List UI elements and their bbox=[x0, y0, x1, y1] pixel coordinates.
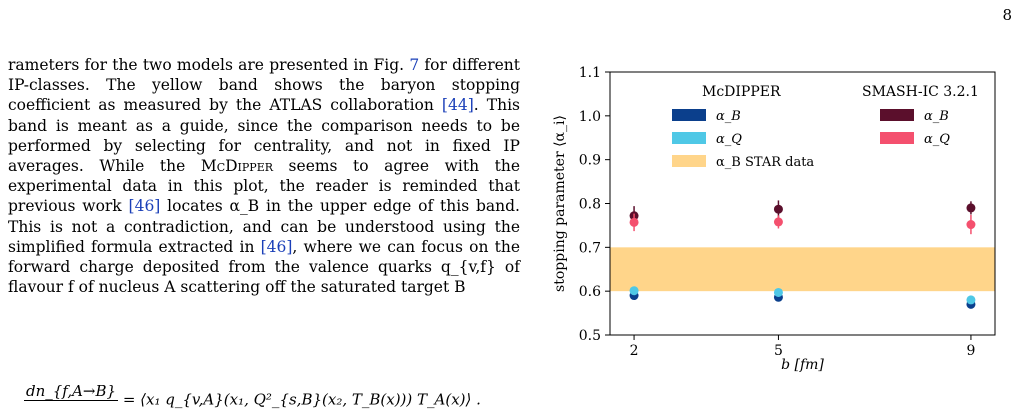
data-point bbox=[966, 295, 976, 305]
y-axis-title: stopping parameter ⟨α_i⟩ bbox=[552, 115, 568, 292]
star-data-band bbox=[610, 247, 995, 292]
legend-swatch bbox=[672, 109, 706, 121]
x-axis-title: b [fm] bbox=[781, 357, 824, 373]
data-point bbox=[966, 203, 976, 213]
text-run: locates α_B in the upper edge of this ba… bbox=[8, 197, 520, 256]
legend-swatch bbox=[672, 132, 706, 144]
x-tick-label: 5 bbox=[774, 343, 783, 359]
equation-denominator bbox=[24, 401, 118, 419]
data-point bbox=[773, 287, 783, 297]
legend-label: α_Q bbox=[716, 132, 742, 147]
x-tick-label: 2 bbox=[630, 343, 639, 359]
legend-swatch bbox=[672, 155, 706, 167]
page-number: 8 bbox=[1002, 6, 1012, 24]
equation: dn_{f,A→B} = ⟨x₁ q_{v,A}(x₁, Q²_{s,B}(x₂… bbox=[24, 382, 481, 419]
text-run: rameters for the two models are presente… bbox=[8, 56, 410, 74]
equation-rhs: = ⟨x₁ q_{v,A}(x₁, Q²_{s,B}(x₂, T_B(x))) … bbox=[122, 390, 481, 409]
citation-link[interactable]: [44] bbox=[441, 96, 474, 115]
legend-swatch bbox=[880, 132, 914, 144]
legend-swatch bbox=[880, 109, 914, 121]
text-run: for different IP-classes. The yellow ban… bbox=[8, 56, 520, 115]
y-tick-label: 0.8 bbox=[579, 197, 601, 213]
y-tick-label: 0.7 bbox=[579, 240, 601, 256]
legend-header: SMASH-IC 3.2.1 bbox=[862, 84, 979, 100]
text-run: seems to agree with the experimental dat… bbox=[8, 157, 520, 216]
data-point bbox=[629, 286, 639, 296]
legend-label: α_B STAR data bbox=[716, 155, 814, 170]
y-tick-label: 1.1 bbox=[579, 65, 601, 81]
citation-link[interactable]: [46] bbox=[128, 197, 161, 216]
x-tick-label: 9 bbox=[966, 343, 975, 359]
legend-label: α_B bbox=[924, 109, 949, 124]
equation-numerator: dn_{f,A→B} bbox=[24, 382, 119, 401]
figure-link[interactable]: 7 bbox=[409, 56, 420, 74]
legend-label: α_B bbox=[716, 109, 741, 124]
data-point bbox=[773, 204, 783, 214]
y-tick-label: 0.5 bbox=[579, 328, 601, 344]
legend-header: McDIPPER bbox=[702, 84, 781, 100]
model-name: McDipper bbox=[200, 157, 274, 176]
plot-area: 0.5 0.6 0.7 0.8 0.9 1.0 1.1 2 5 9 b [fm] stopping p… bbox=[552, 65, 996, 373]
body-paragraph: rameters for the two models are presente… bbox=[8, 55, 520, 297]
y-tick-label: 0.9 bbox=[579, 153, 601, 169]
equation-fraction: dn_{f,A→B} bbox=[24, 382, 119, 419]
citation-link[interactable]: [46] bbox=[260, 237, 293, 256]
data-point bbox=[629, 217, 639, 227]
text-run: , where we can focus on the forward char… bbox=[8, 237, 520, 297]
data-point bbox=[966, 220, 976, 230]
y-tick-label: 1.0 bbox=[579, 109, 601, 125]
y-tick-label: 0.6 bbox=[579, 284, 601, 300]
legend-label: α_Q bbox=[924, 132, 950, 147]
text-run: . This band is meant as a guide, since t… bbox=[8, 96, 520, 176]
data-point bbox=[773, 217, 783, 227]
stopping-parameter-chart: 0.5 0.6 0.7 0.8 0.9 1.0 1.1 2 5 9 b [fm] stopping p… bbox=[540, 50, 1010, 390]
